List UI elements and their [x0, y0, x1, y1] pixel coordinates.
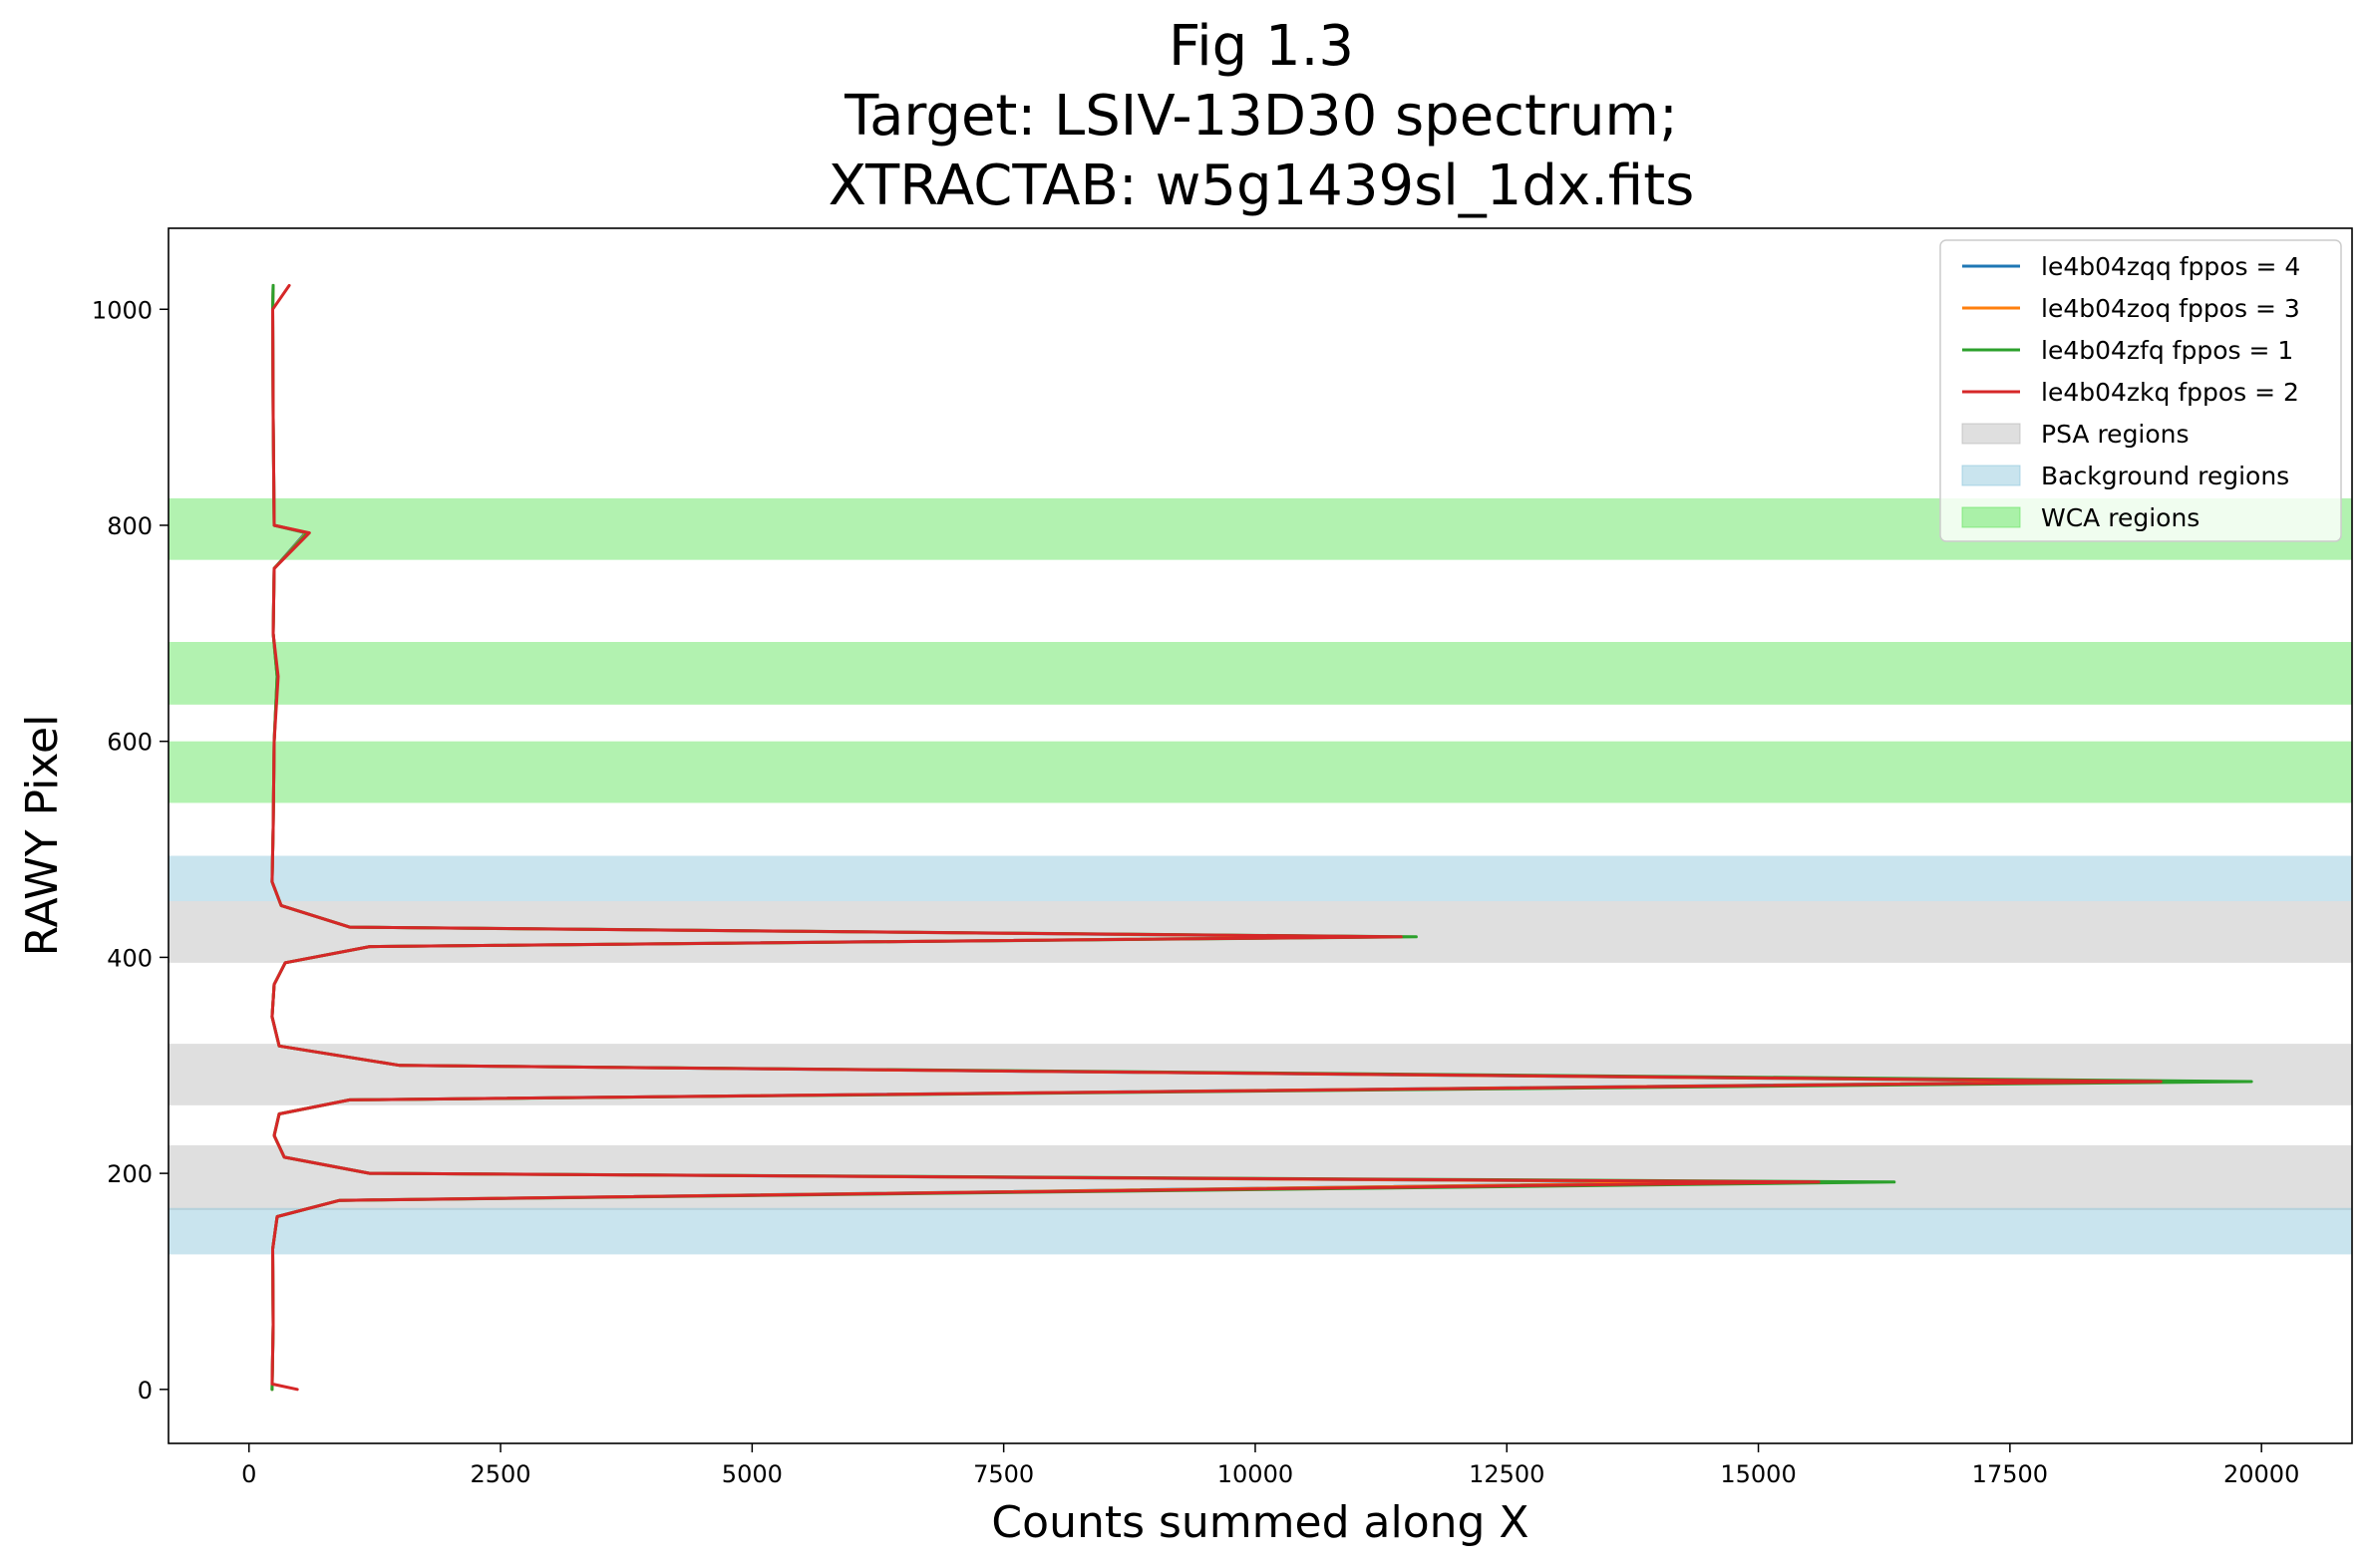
region-background-3 — [169, 1207, 2352, 1255]
title-line-1: Fig 1.3 — [1169, 14, 1354, 79]
series-layer — [270, 283, 2253, 1392]
legend-label-0: le4b04zqq fppos = 4 — [2041, 252, 2300, 281]
x-tick-label-3: 7500 — [973, 1460, 1034, 1488]
legend-frame — [1939, 239, 2342, 542]
y-tick-label-1: 200 — [107, 1160, 153, 1188]
y-tick-label-5: 1000 — [92, 296, 153, 324]
legend-label-4: PSA regions — [2041, 420, 2190, 449]
legend: le4b04zqq fppos = 4 le4b04zoq fppos = 3 le… — [1939, 239, 2342, 542]
x-tick-label-8: 20000 — [2223, 1460, 2299, 1488]
series-line-3 — [270, 283, 2163, 1392]
y-axis-ticks: 0 200 400 600 800 1000 — [92, 296, 169, 1405]
region-wca-5 — [169, 741, 2352, 803]
x-axis-label: Counts summed along X — [991, 1497, 1528, 1548]
legend-label-1: le4b04zoq fppos = 3 — [2041, 294, 2300, 323]
title-line-3: XTRACTAB: w5g1439sl_1dx.fits — [829, 154, 1695, 218]
chart-title: Fig 1.3 Target: LSIV-13D30 spectrum; XTR… — [829, 14, 1695, 218]
x-tick-label-2: 5000 — [722, 1460, 783, 1488]
x-tick-label-7: 17500 — [1972, 1460, 2048, 1488]
x-tick-label-4: 10000 — [1217, 1460, 1293, 1488]
x-tick-label-0: 0 — [241, 1460, 256, 1488]
y-tick-label-0: 0 — [138, 1377, 153, 1405]
legend-entries: le4b04zqq fppos = 4 le4b04zoq fppos = 3 le… — [1961, 252, 2300, 532]
regions-layer — [169, 497, 2352, 1255]
y-tick-label-2: 400 — [107, 944, 153, 972]
x-tick-label-5: 12500 — [1469, 1460, 1544, 1488]
x-axis-ticks: 0 2500 5000 7500 10000 12500 15000 17500 20000 — [241, 1443, 2299, 1488]
title-line-2: Target: LSIV-13D30 spectrum; — [844, 84, 1678, 149]
y-axis-label: RAWY Pixel — [17, 715, 68, 957]
y-tick-label-4: 800 — [107, 512, 153, 540]
legend-swatch-5 — [1961, 465, 2021, 486]
x-tick-label-6: 15000 — [1720, 1460, 1796, 1488]
legend-label-2: le4b04zfq fppos = 1 — [2041, 336, 2293, 365]
legend-swatch-6 — [1961, 506, 2021, 528]
legend-swatch-4 — [1961, 423, 2021, 445]
legend-label-3: le4b04zkq fppos = 2 — [2041, 378, 2299, 407]
region-background-4 — [169, 855, 2352, 902]
y-tick-label-3: 600 — [107, 729, 153, 757]
region-wca-6 — [169, 642, 2352, 705]
legend-label-6: WCA regions — [2041, 503, 2200, 532]
plot-frame — [168, 227, 2353, 1444]
x-tick-label-1: 2500 — [471, 1460, 531, 1488]
legend-label-5: Background regions — [2041, 462, 2289, 490]
region-psa-2 — [169, 901, 2352, 963]
